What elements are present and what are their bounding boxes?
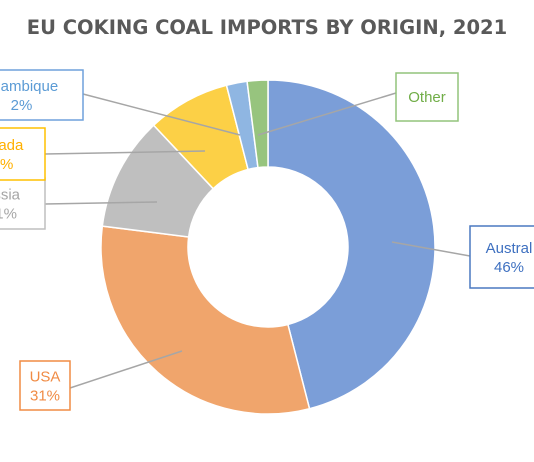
data-label-name-australia: Austral bbox=[486, 240, 533, 257]
label-box-australia bbox=[469, 225, 534, 289]
data-label-name-canada: anada bbox=[0, 137, 24, 154]
slice-usa bbox=[100, 225, 311, 415]
leader-line-other bbox=[257, 92, 397, 136]
data-label-value-australia: 46% bbox=[494, 259, 524, 276]
data-labels: Austral 46% USA 31% ussia 11% anada 8% ozambique… bbox=[0, 69, 534, 411]
label-box-russia bbox=[0, 177, 46, 230]
data-label-name-mozambique: ozambique bbox=[0, 78, 58, 95]
leader-lines bbox=[44, 92, 471, 389]
label-box-usa bbox=[19, 360, 71, 411]
slice-other bbox=[246, 79, 269, 169]
leader-line-russia bbox=[44, 201, 158, 205]
data-label-value-russia: 11% bbox=[0, 206, 17, 223]
leader-line-australia bbox=[391, 241, 471, 257]
label-box-mozambique bbox=[0, 69, 84, 121]
data-label-name-other: Other bbox=[408, 89, 446, 106]
data-label-name-russia: ussia bbox=[0, 187, 21, 204]
label-box-canada bbox=[0, 127, 46, 181]
slice-australia bbox=[267, 79, 436, 410]
chart-title: EU COKING COAL IMPORTS BY ORIGIN, 2021 bbox=[27, 16, 507, 39]
data-label-value-canada: 8% bbox=[0, 156, 13, 173]
data-label-value-usa: 31% bbox=[30, 388, 60, 405]
data-label-name-usa: USA bbox=[30, 369, 61, 386]
slices bbox=[100, 79, 436, 415]
leader-line-usa bbox=[69, 350, 183, 389]
leader-line-mozambique bbox=[82, 93, 241, 136]
leader-line-canada bbox=[44, 150, 206, 155]
label-box-other bbox=[395, 72, 459, 122]
data-label-value-mozambique: 2% bbox=[11, 97, 33, 114]
